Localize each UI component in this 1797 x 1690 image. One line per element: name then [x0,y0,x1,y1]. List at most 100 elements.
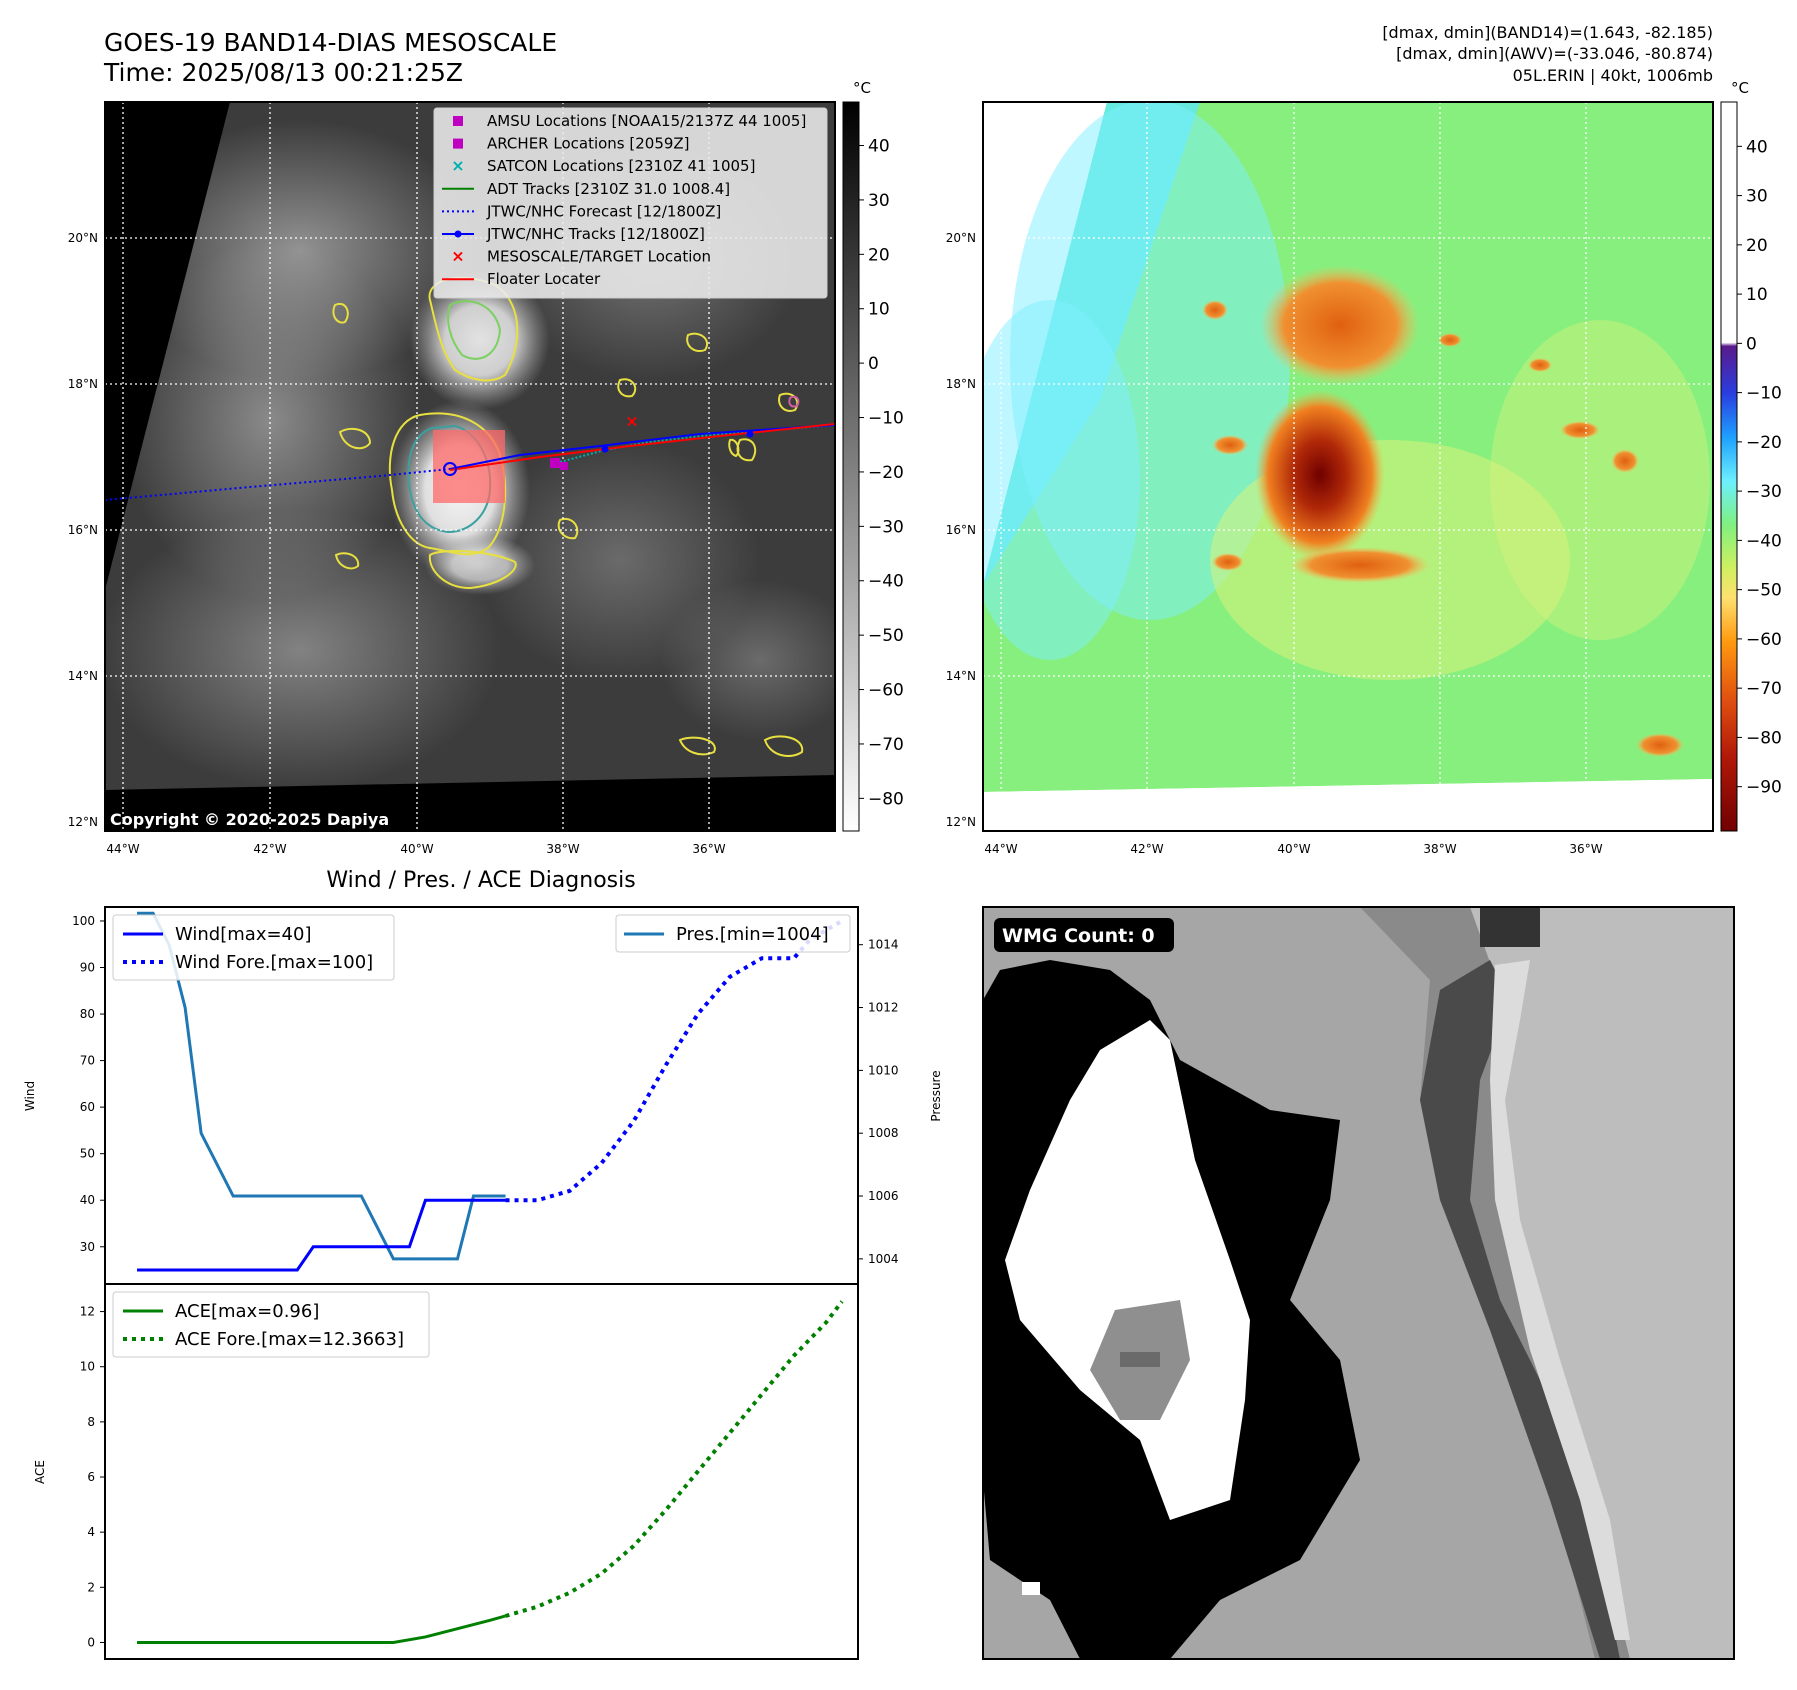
y-tick-label: 12 [80,1305,95,1319]
stats-band14: [dmax, dmin](BAND14)=(1.643, -82.185) [1382,23,1713,42]
wind-legend-box [112,914,395,981]
wind-ylabel: Wind [23,1081,37,1111]
ir-colorbar-bar [842,101,860,832]
ir-legend-item: JTWC/NHC Forecast [12/1800Z] [442,202,721,220]
wmg-light-grey [1470,907,1734,1659]
awv-lon-label: 44°W [984,842,1017,856]
pressure-legend: Pres.[min=1004] [615,914,851,953]
colorbar-tick-label: −60 [868,681,904,701]
y2-tick-label: 1012 [868,1001,899,1015]
pressure-ylabel: Pressure [929,1070,943,1121]
wmg-count-badge [994,918,1174,952]
figure-title: GOES-19 BAND14-DIAS MESOSCALE [104,28,557,57]
ir-lon-label: 38°W [546,842,579,856]
wmg-cloud-top [1005,1020,1250,1520]
awv-cell [1528,358,1552,372]
ir-legend-item: × MESOSCALE/TARGET Location [451,247,711,266]
colorbar-tick-label: −50 [1746,581,1782,601]
y2-tick-label: 1004 [868,1252,899,1266]
y-tick-label: 4 [87,1525,95,1539]
awv-lat-labels: 20°N 18°N 16°N 14°N 12°N [946,231,976,829]
colorbar-tick-label: 20 [1746,236,1768,256]
wind-legend-label: Wind[max=40] [175,924,312,945]
ir-legend-item: AMSU Locations [NOAA15/2137Z 44 1005] [453,112,806,130]
wind-line [137,1198,506,1272]
awv-cell [1212,553,1244,571]
colorbar-tick-label: −30 [868,517,904,537]
ir-lat-label: 18°N [68,377,98,391]
awv-warm-region [1490,320,1710,640]
ace-legend: ACE[max=0.96] ACE Fore.[max=12.3663] [112,1291,430,1358]
y-tick-label: 50 [80,1147,95,1161]
y-tick-label: 2 [87,1580,95,1594]
wind-forecast-line [505,919,843,1203]
wmg-eye-spot [1120,1352,1160,1367]
ir-legend-label: MESOSCALE/TARGET Location [487,248,711,266]
amsu-marker [550,458,560,468]
ir-jtwc-track [449,424,835,470]
mesoscale-x-marker: × [625,412,638,431]
colorbar-tick-label: 40 [868,137,890,157]
awv-convection-core [1255,390,1385,560]
y2-tick-label: 1010 [868,1063,899,1077]
awv-convection-north [1260,265,1420,385]
colorbar-tick-label: 10 [1746,285,1768,305]
ir-legend-label: AMSU Locations [NOAA15/2137Z 44 1005] [487,112,806,130]
y2-tick-label: 1008 [868,1126,899,1140]
y-tick-label: 40 [80,1193,95,1207]
awv-cell [1202,300,1228,320]
awv-moist-region [983,300,1140,660]
ir-floater-track [449,423,835,471]
pressure-line [137,911,506,1261]
ir-forecast-track [105,468,451,501]
legend-x-icon: × [451,156,464,175]
awv-cell [1438,333,1462,347]
colorbar-tick-label: 0 [1746,334,1757,354]
ir-panel: × Copyright © 2020-2025 Dapiya AMSU Loca… [68,79,904,856]
awv-cell [1212,435,1248,455]
colorbar-tick-label: 30 [1746,187,1768,207]
diagnosis-title: Wind / Pres. / ACE Diagnosis [326,868,635,893]
colorbar-tick-label: −20 [868,463,904,483]
wind-forecast-legend-label: Wind Fore.[max=100] [175,952,373,973]
awv-cell [1290,547,1430,583]
legend-dot-icon [454,230,462,238]
ir-legend-box [433,107,828,299]
colorbar-tick-label: −50 [868,626,904,646]
colorbar-tick-label: −10 [1746,384,1782,404]
colorbar-tick-label: −90 [1746,778,1782,798]
awv-lon-label: 36°W [1569,842,1602,856]
y2-tick-label: 1006 [868,1189,899,1203]
colorbar-tick-label: 30 [868,191,890,211]
colorbar-tick-label: −40 [1746,531,1782,551]
ace-line [137,1614,506,1644]
awv-lat-label: 14°N [946,669,976,683]
ir-legend-item: × SATCON Locations [2310Z 41 1005] [451,156,755,175]
awv-colorbar: °C 40 30 20 10 0 −10 −20 −30 −40 −50 −60 −70 −80 −90 [1720,79,1782,832]
ir-lat-label: 14°N [68,669,98,683]
ir-lat-label: 20°N [68,231,98,245]
stats-awv: [dmax, dmin](AWV)=(-33.046, -80.874) [1396,44,1713,63]
pressure-legend-box [615,914,851,953]
ir-legend-item: Floater Locater [442,270,601,288]
wmg-frame [982,906,1735,1660]
legend-square-icon [453,138,463,149]
y-tick-label: 80 [80,1007,95,1021]
legend-x-icon: × [451,247,464,266]
awv-cell [1611,449,1639,473]
ir-legend-item: ARCHER Locations [2059Z] [453,135,690,153]
y-tick-label: 70 [80,1054,95,1068]
awv-lat-label: 12°N [946,815,976,829]
awv-gridlines [983,102,1713,831]
awv-lon-labels: 44°W 42°W 40°W 38°W 36°W [984,842,1602,856]
awv-lon-label: 42°W [1130,842,1163,856]
y-tick-label: 6 [87,1470,95,1484]
awv-lat-label: 20°N [946,231,976,245]
y-tick-label: 30 [80,1240,95,1254]
copyright: Copyright © 2020-2025 Dapiya [110,810,389,829]
legend-square-icon [453,116,463,126]
ir-legend-label: JTWC/NHC Forecast [12/1800Z] [486,202,721,220]
ir-storm-center [443,462,457,476]
awv-lon-label: 38°W [1423,842,1456,856]
